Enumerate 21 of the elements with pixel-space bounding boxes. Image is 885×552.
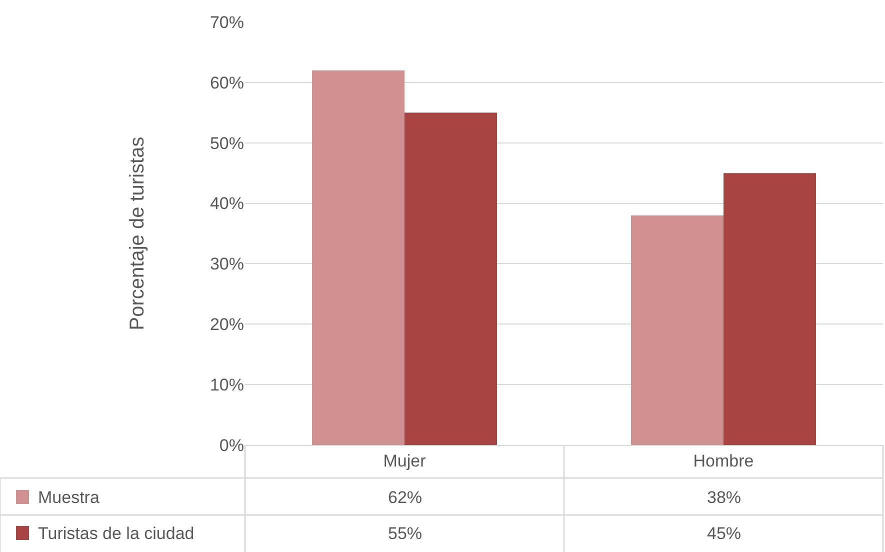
y-axis-title: Porcentaje de turistas xyxy=(126,136,148,330)
y-tick-label: 30% xyxy=(210,254,244,274)
x-tick-label: Mujer xyxy=(383,451,426,470)
y-tick-label: 20% xyxy=(210,315,244,334)
legend-label: Turistas de la ciudad xyxy=(38,524,194,543)
y-tick-label: 10% xyxy=(210,376,244,395)
y-tick-label: 0% xyxy=(219,436,244,455)
bar xyxy=(724,173,816,445)
data-label: 45% xyxy=(707,524,742,543)
y-tick-label: 50% xyxy=(210,134,244,153)
data-label: 38% xyxy=(707,488,742,507)
bar xyxy=(630,215,724,445)
y-tick-label: 70% xyxy=(210,12,244,32)
y-tick-label: 40% xyxy=(210,194,244,214)
data-label: 62% xyxy=(388,488,422,507)
bar xyxy=(404,112,498,445)
y-tick-label: 60% xyxy=(210,73,244,92)
data-label: 55% xyxy=(388,524,422,543)
bar xyxy=(312,70,404,445)
x-tick-label: Hombre xyxy=(693,451,754,470)
legend-label: Muestra xyxy=(38,488,100,507)
